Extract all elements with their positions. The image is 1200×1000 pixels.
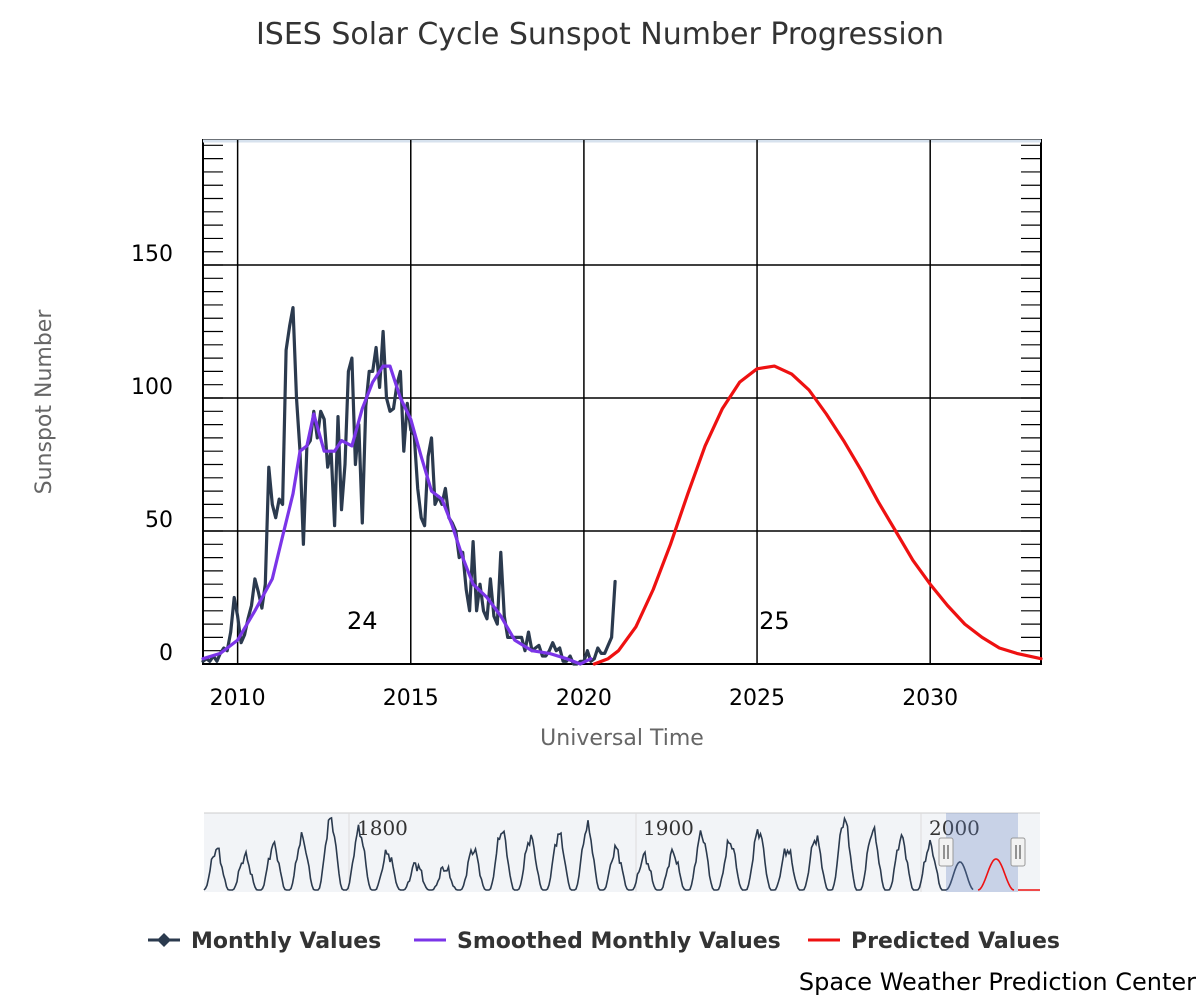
chart-title: ISES Solar Cycle Sunspot Number Progress… [256, 17, 944, 52]
cycle-label: 25 [759, 607, 790, 635]
legend-item-predicted[interactable]: Predicted Values [808, 929, 1060, 954]
plot-area: 24 25 [201, 139, 1043, 666]
cycle-labels: 24 25 [347, 607, 790, 635]
legend-item-smoothed[interactable]: Smoothed Monthly Values [414, 929, 781, 954]
navigator-tick-1800: 1800 [357, 816, 408, 840]
grid-lines [203, 140, 1041, 664]
cycle-label: 24 [347, 607, 378, 635]
plot-background [202, 139, 1042, 665]
y-tick-label: 100 [131, 375, 173, 400]
legend-label-predicted: Predicted Values [851, 929, 1060, 954]
x-axis-ticks: 2010 2015 2020 2025 2030 [210, 686, 959, 711]
y-tick-label: 50 [145, 508, 173, 533]
navigator-tick-1900: 1900 [643, 816, 694, 840]
y-tick-label: 0 [159, 641, 173, 666]
navigator-background [204, 813, 1040, 892]
series-line-predicted[interactable] [592, 364, 1043, 666]
legend: Monthly Values Smoothed Monthly Values P… [148, 929, 1060, 954]
y-tick-label: 150 [131, 242, 173, 267]
y-axis-title: Sunspot Number [32, 309, 57, 495]
x-axis-title: Universal Time [540, 726, 704, 751]
legend-item-monthly[interactable]: Monthly Values [148, 929, 381, 954]
series-layer [201, 306, 1043, 666]
legend-label-monthly: Monthly Values [191, 929, 381, 954]
x-tick-label: 2020 [556, 686, 612, 711]
x-tick-label: 2030 [902, 686, 958, 711]
legend-label-smoothed: Smoothed Monthly Values [457, 929, 781, 954]
navigator-predicted-line [977, 858, 1015, 891]
navigator[interactable]: 1800 1900 2000 [203, 812, 1040, 892]
x-tick-label: 2010 [210, 686, 266, 711]
navigator-history-line [203, 815, 974, 891]
navigator-right-handle[interactable] [1010, 837, 1026, 867]
x-tick-label: 2015 [383, 686, 439, 711]
navigator-left-handle[interactable] [938, 837, 954, 867]
credit-text[interactable]: Space Weather Prediction Center [799, 968, 1196, 996]
diamond-marker-icon [157, 933, 171, 947]
y-axis-ticks: 0 50 100 150 [131, 242, 173, 666]
series-line-smoothed[interactable] [201, 364, 593, 666]
x-tick-label: 2025 [729, 686, 785, 711]
navigator-tick-2000: 2000 [929, 816, 980, 840]
